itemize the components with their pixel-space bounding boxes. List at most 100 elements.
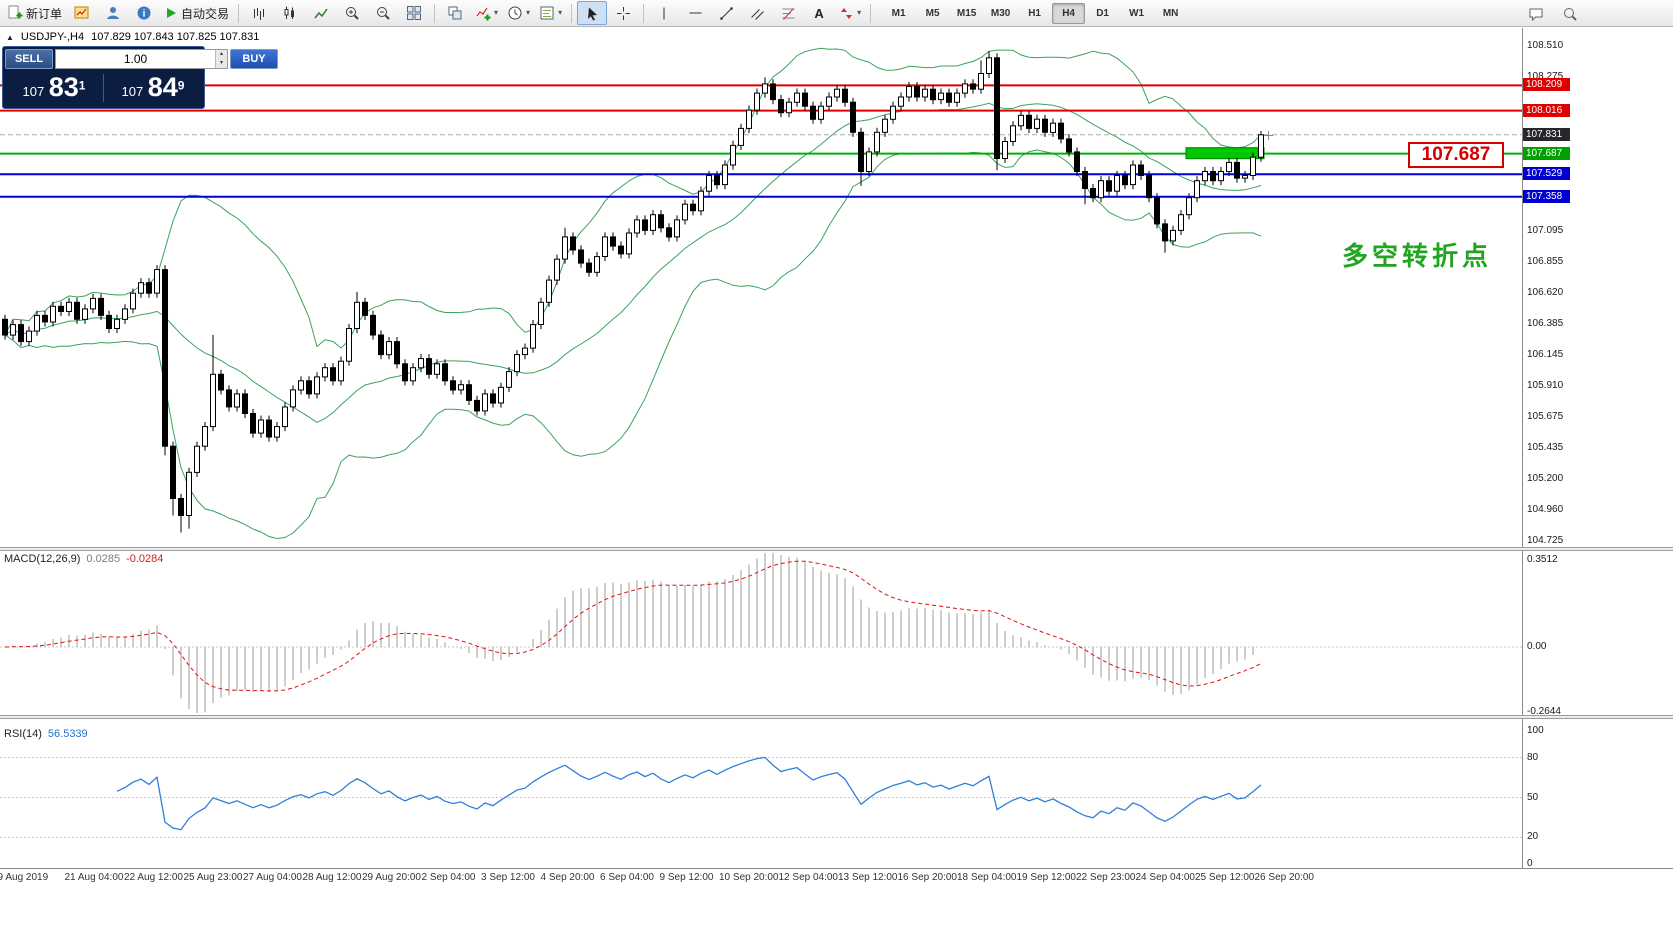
candle-body xyxy=(98,297,104,316)
timeframe-W1[interactable]: W1 xyxy=(1129,7,1145,19)
candle-body xyxy=(874,131,880,153)
chat-button[interactable] xyxy=(1521,2,1551,26)
zoom-in-button[interactable] xyxy=(337,1,367,25)
timeframe-H1[interactable]: H1 xyxy=(1028,7,1041,19)
tile-windows-icon xyxy=(407,6,422,20)
candle-body xyxy=(378,334,384,356)
line-chart-button[interactable] xyxy=(306,1,336,25)
templates-button[interactable]: ▾ xyxy=(535,1,566,25)
time-axis-label: 19 Sep 12:00 xyxy=(1016,872,1077,883)
candle-body xyxy=(946,92,952,103)
buy-button[interactable]: BUY xyxy=(230,49,278,69)
candle-body xyxy=(498,386,504,404)
candle-body xyxy=(1154,197,1160,225)
price-callout-box[interactable]: 107.687 xyxy=(1408,142,1504,168)
candle-body xyxy=(274,426,280,438)
chart-annotation-text[interactable]: 多空转折点 xyxy=(1342,241,1493,271)
search-button[interactable] xyxy=(1555,2,1585,26)
sell-button[interactable]: SELL xyxy=(5,49,53,69)
macd-signal-line xyxy=(4,560,1262,692)
toolbar-separator xyxy=(434,3,436,23)
candle-body xyxy=(1074,151,1080,173)
time-axis-label: 25 Sep 12:00 xyxy=(1195,872,1255,883)
rsi-value: 56.5339 xyxy=(47,728,88,740)
candle-body xyxy=(562,236,568,260)
clock-icon xyxy=(508,6,522,20)
trendline-tool-button[interactable] xyxy=(711,1,741,25)
periods-button[interactable]: ▾ xyxy=(503,1,534,25)
candle-body xyxy=(146,282,152,294)
collapse-icon[interactable]: ▲ xyxy=(6,32,14,42)
candle-body xyxy=(754,92,760,111)
timeframe-M15[interactable]: M15 xyxy=(956,7,977,19)
macd-axis-label: -0.2644 xyxy=(1527,706,1561,717)
lot-size-input[interactable] xyxy=(56,50,215,68)
candle-body xyxy=(226,389,232,408)
indicators-button[interactable]: ▾ xyxy=(471,1,502,25)
macd-signal-value: -0.0284 xyxy=(126,553,164,565)
candle-body xyxy=(1026,114,1032,129)
candle-body xyxy=(410,367,416,382)
price-axis-label: 105.910 xyxy=(1527,380,1564,391)
vertical-line-tool-button[interactable] xyxy=(649,1,679,25)
channel-tool-button[interactable] xyxy=(742,1,772,25)
candle-body xyxy=(514,354,520,373)
candlestick-chart-button[interactable] xyxy=(275,1,305,25)
lot-increment-button[interactable]: ▴ xyxy=(216,50,227,59)
text-tool-button[interactable]: A xyxy=(804,1,834,25)
timeframe-M30[interactable]: M30 xyxy=(990,7,1011,19)
price-axis-label: 106.385 xyxy=(1527,318,1564,329)
arrange-windows-button[interactable] xyxy=(440,1,470,25)
chart-title-bar: ▲ USDJPY-,H4 107.829 107.843 107.825 107… xyxy=(6,31,259,43)
candle-body xyxy=(74,301,80,320)
cursor-tool-button[interactable] xyxy=(577,1,608,25)
zoom-out-icon xyxy=(377,7,390,20)
rsi-axis-label: 80 xyxy=(1527,752,1539,763)
candle-body xyxy=(162,269,168,447)
crosshair-tool-button[interactable] xyxy=(608,1,638,25)
candle-body xyxy=(610,236,616,247)
candle-body xyxy=(986,57,992,74)
profiles-button[interactable] xyxy=(98,1,128,25)
candle-body xyxy=(866,151,872,173)
candle-body xyxy=(194,445,200,473)
timeframe-D1[interactable]: D1 xyxy=(1096,7,1109,19)
candle-body xyxy=(178,498,184,516)
tile-windows-button[interactable] xyxy=(399,1,429,25)
candle-body xyxy=(690,203,696,212)
zoom-out-button[interactable] xyxy=(368,1,398,25)
panel-splitter[interactable] xyxy=(0,547,1673,551)
candle-body xyxy=(834,88,840,98)
timeframe-M1[interactable]: M1 xyxy=(891,7,906,19)
candle-body xyxy=(1082,171,1088,189)
fibonacci-tool-button[interactable] xyxy=(773,1,803,25)
autotrading-button[interactable]: 自动交易 xyxy=(160,1,233,25)
new-order-button[interactable]: 新订单 xyxy=(3,1,66,25)
candle-body xyxy=(738,127,744,146)
rsi-panel-canvas[interactable] xyxy=(0,726,1522,868)
horizontal-line-tool-button[interactable] xyxy=(680,1,710,25)
candle-body xyxy=(850,101,856,133)
timeframe-H4[interactable]: H4 xyxy=(1052,2,1086,24)
lot-decrement-button[interactable]: ▾ xyxy=(216,59,227,68)
candle-body xyxy=(2,318,8,336)
macd-panel-canvas[interactable] xyxy=(0,551,1522,715)
panel-splitter[interactable] xyxy=(0,715,1673,719)
rsi-axis-label: 20 xyxy=(1527,831,1539,842)
time-axis-label: 13 Sep 12:00 xyxy=(838,872,898,883)
timeframe-M5[interactable]: M5 xyxy=(925,7,940,19)
candle-body xyxy=(746,109,752,129)
timeframe-MN[interactable]: MN xyxy=(1162,7,1179,19)
sell-price[interactable]: 107 831 xyxy=(5,72,103,103)
buy-price[interactable]: 107 849 xyxy=(104,72,202,103)
candle-body xyxy=(114,318,120,329)
price-chart-canvas[interactable] xyxy=(0,28,1522,547)
bar-chart-button[interactable] xyxy=(244,1,274,25)
new-chart-button[interactable] xyxy=(67,1,97,25)
data-window-button[interactable]: i xyxy=(129,1,159,25)
candle-body xyxy=(1090,188,1096,199)
candle-body xyxy=(1018,114,1024,127)
candle-body xyxy=(418,358,424,369)
arrows-tool-button[interactable]: ▾ xyxy=(835,1,865,25)
candle-body xyxy=(1122,175,1128,186)
